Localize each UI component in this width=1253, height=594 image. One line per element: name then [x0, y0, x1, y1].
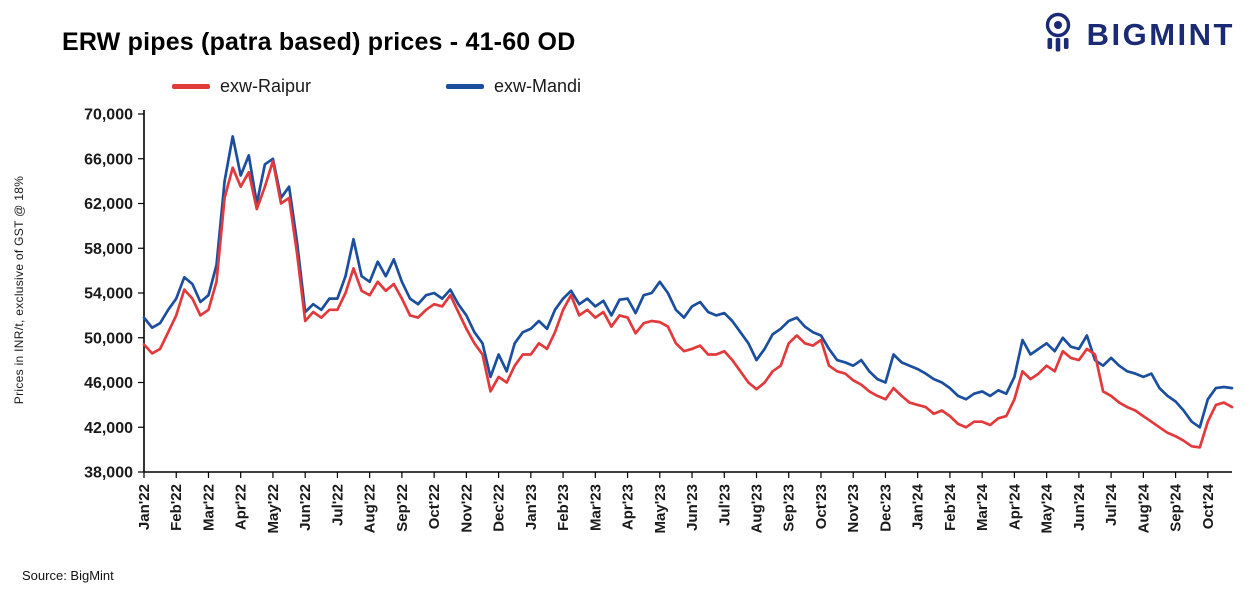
svg-text:Feb'24: Feb'24: [942, 483, 959, 531]
svg-text:66,000: 66,000: [84, 151, 133, 168]
svg-text:70,000: 70,000: [84, 107, 133, 124]
svg-text:46,000: 46,000: [84, 375, 133, 392]
svg-text:38,000: 38,000: [84, 465, 133, 482]
svg-text:54,000: 54,000: [84, 286, 133, 303]
svg-text:62,000: 62,000: [84, 196, 133, 213]
svg-text:Nov'23: Nov'23: [845, 484, 862, 533]
svg-text:Jul'24: Jul'24: [1103, 483, 1120, 526]
svg-text:Sep'22: Sep'22: [394, 484, 411, 532]
svg-text:Sep'23: Sep'23: [781, 484, 798, 532]
svg-text:Sep'24: Sep'24: [1168, 483, 1185, 531]
svg-text:May'24: May'24: [1039, 483, 1056, 533]
svg-text:Aug'24: Aug'24: [1135, 483, 1152, 533]
svg-text:Mar'22: Mar'22: [200, 484, 217, 531]
svg-text:Apr'24: Apr'24: [1006, 483, 1023, 530]
svg-text:May'22: May'22: [265, 484, 282, 533]
y-axis-title: Prices in INR/t, exclusive of GST @ 18%: [12, 175, 26, 405]
svg-text:58,000: 58,000: [84, 241, 133, 258]
raipur-label: exw-Raipur: [220, 76, 312, 96]
svg-text:50,000: 50,000: [84, 330, 133, 347]
svg-text:Oct'22: Oct'22: [426, 484, 443, 529]
svg-text:Jul'22: Jul'22: [329, 484, 346, 526]
raipur-swatch: [172, 84, 210, 89]
svg-text:Aug'23: Aug'23: [749, 484, 766, 533]
bigmint-logo-icon: [1037, 12, 1079, 57]
brand-name: BIGMINT: [1086, 16, 1235, 52]
svg-text:Jun'24: Jun'24: [1071, 483, 1088, 531]
svg-text:Feb'22: Feb'22: [168, 484, 185, 531]
svg-text:Feb'23: Feb'23: [555, 484, 572, 531]
svg-text:Apr'23: Apr'23: [620, 484, 637, 530]
svg-text:Jan'23: Jan'23: [523, 484, 540, 530]
svg-text:Jan'24: Jan'24: [910, 483, 927, 530]
svg-text:Jun'23: Jun'23: [684, 484, 701, 531]
svg-text:42,000: 42,000: [84, 420, 133, 437]
chart-legend: exw-Raipur exw-Mandi: [172, 76, 581, 97]
svg-text:Jan'22: Jan'22: [136, 484, 153, 530]
mandi-swatch: [446, 84, 485, 89]
svg-text:Dec'23: Dec'23: [877, 484, 894, 532]
brand-logo: BIGMINT: [1037, 12, 1235, 57]
svg-text:May'23: May'23: [652, 484, 669, 533]
legend-item-mandi: exw-Mandi: [446, 76, 581, 97]
mandi-label: exw-Mandi: [494, 76, 582, 96]
svg-text:Mar'23: Mar'23: [587, 484, 604, 531]
svg-text:Jul'23: Jul'23: [716, 484, 733, 526]
page-title: ERW pipes (patra based) prices - 41-60 O…: [62, 28, 576, 56]
svg-text:Jun'22: Jun'22: [297, 484, 314, 531]
svg-text:Oct'24: Oct'24: [1200, 483, 1217, 529]
svg-text:Apr'22: Apr'22: [233, 484, 250, 530]
svg-text:Nov'22: Nov'22: [458, 484, 475, 533]
legend-item-raipur: exw-Raipur: [172, 76, 311, 97]
source-note: Source: BigMint: [22, 568, 114, 583]
svg-text:Dec'22: Dec'22: [491, 484, 508, 532]
svg-text:Aug'22: Aug'22: [362, 484, 379, 533]
svg-text:Oct'23: Oct'23: [813, 484, 830, 529]
chart-area: 38,000 42,000 46,000 50,000 54,000 58,000 62,0…: [36, 100, 1246, 570]
svg-text:Mar'24: Mar'24: [974, 483, 991, 531]
price-chart: 38,000 42,000 46,000 50,000 54,000 58,000 62,0…: [84, 107, 1234, 533]
